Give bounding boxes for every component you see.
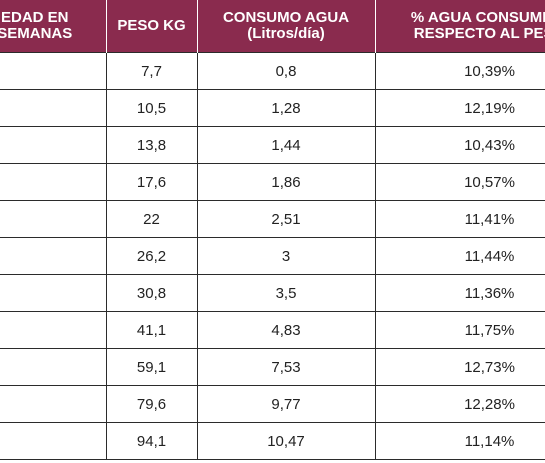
cell-age-weeks — [0, 200, 107, 238]
header-percent-line-2: RESPECTO AL PESO — [413, 25, 545, 42]
cell-water-liters: 1,28 — [197, 89, 376, 127]
cell-water-liters: 9,77 — [197, 385, 376, 423]
cell-water-liters: 1,86 — [197, 163, 376, 201]
cell-weight-kg: 7,7 — [106, 52, 198, 90]
cell-water-liters: 3 — [197, 237, 376, 275]
table-row: 7,7 0,8 10,39% — [0, 52, 545, 90]
cell-water-liters: 2,51 — [197, 200, 376, 238]
cell-water-percent: 10,43% — [375, 126, 545, 164]
cell-weight-kg: 94,1 — [106, 422, 198, 460]
cell-water-percent: 12,73% — [375, 348, 545, 386]
cell-water-percent: 10,39% — [375, 52, 545, 90]
cell-water-percent: 12,19% — [375, 89, 545, 127]
cell-age-weeks — [0, 385, 107, 423]
header-weight-kg: PESO KG — [106, 0, 198, 53]
table-row: 94,1 10,47 11,14% — [0, 422, 545, 460]
cell-water-percent: 12,28% — [375, 385, 545, 423]
cell-age-weeks — [0, 311, 107, 349]
table-row: 79,6 9,77 12,28% — [0, 385, 545, 423]
cell-age-weeks — [0, 126, 107, 164]
table-row: 10,5 1,28 12,19% — [0, 89, 545, 127]
cell-weight-kg: 41,1 — [106, 311, 198, 349]
cell-weight-kg: 22 — [106, 200, 198, 238]
header-water-line-2: (Litros/día) — [247, 25, 325, 42]
table-row: 26,2 3 11,44% — [0, 237, 545, 275]
header-age-line-2: SEMANAS — [0, 25, 73, 42]
cell-age-weeks — [0, 89, 107, 127]
cell-water-liters: 0,8 — [197, 52, 376, 90]
cell-water-percent: 11,14% — [375, 422, 545, 460]
cell-water-percent: 11,36% — [375, 274, 545, 312]
cell-water-liters: 10,47 — [197, 422, 376, 460]
cell-weight-kg: 79,6 — [106, 385, 198, 423]
header-age-line-1: EDAD EN — [0, 9, 69, 26]
cell-age-weeks — [0, 237, 107, 275]
table-row: 22 2,51 11,41% — [0, 200, 545, 238]
table-header: EDAD EN SEMANAS PESO KG CONSUMO AGUA (Li… — [0, 0, 545, 53]
cell-age-weeks — [0, 52, 107, 90]
cell-weight-kg: 26,2 — [106, 237, 198, 275]
cell-water-percent: 11,44% — [375, 237, 545, 275]
cell-age-weeks — [0, 274, 107, 312]
cell-water-liters: 3,5 — [197, 274, 376, 312]
header-water-line-1: CONSUMO AGUA — [222, 9, 350, 26]
header-water-consumption: CONSUMO AGUA (Litros/día) — [197, 0, 376, 53]
cell-weight-kg: 10,5 — [106, 89, 198, 127]
header-age-weeks: EDAD EN SEMANAS — [0, 0, 107, 53]
header-row: EDAD EN SEMANAS PESO KG CONSUMO AGUA (Li… — [0, 0, 545, 53]
table-row: 30,8 3,5 11,36% — [0, 274, 545, 312]
header-water-percent: % AGUA CONSUMIDA RESPECTO AL PESO — [375, 0, 545, 53]
cell-age-weeks — [0, 422, 107, 460]
cell-weight-kg: 17,6 — [106, 163, 198, 201]
table-row: 17,6 1,86 10,57% — [0, 163, 545, 201]
cell-water-percent: 11,41% — [375, 200, 545, 238]
table-row: 59,1 7,53 12,73% — [0, 348, 545, 386]
table-body: 7,7 0,8 10,39% 10,5 1,28 12,19% 13,8 1,44 10,43%… — [0, 52, 545, 460]
header-weight-line-1: PESO KG — [117, 17, 186, 34]
cell-water-liters: 7,53 — [197, 348, 376, 386]
table-row: 41,1 4,83 11,75% — [0, 311, 545, 349]
cell-weight-kg: 30,8 — [106, 274, 198, 312]
header-percent-line-1: % AGUA CONSUMIDA — [410, 9, 545, 26]
cell-water-liters: 4,83 — [197, 311, 376, 349]
cell-water-percent: 10,57% — [375, 163, 545, 201]
table-row: 13,8 1,44 10,43% — [0, 126, 545, 164]
cell-weight-kg: 59,1 — [106, 348, 198, 386]
cell-age-weeks — [0, 348, 107, 386]
cell-water-liters: 1,44 — [197, 126, 376, 164]
cell-weight-kg: 13,8 — [106, 126, 198, 164]
cell-water-percent: 11,75% — [375, 311, 545, 349]
cell-age-weeks — [0, 163, 107, 201]
